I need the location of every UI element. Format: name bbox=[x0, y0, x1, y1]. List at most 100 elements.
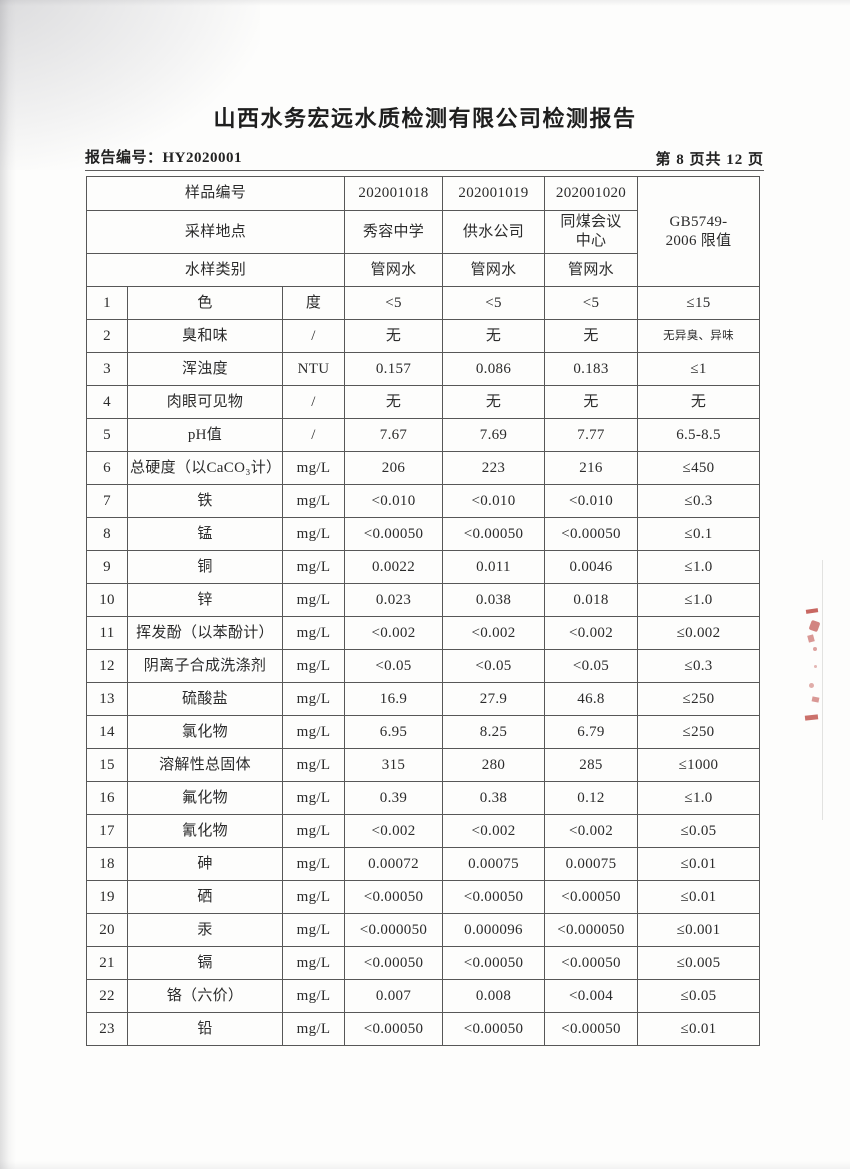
sample2-value: <0.00050 bbox=[442, 946, 545, 980]
scan-edge-shadow-bottom bbox=[0, 1161, 850, 1169]
sample2-value: 7.69 bbox=[442, 418, 545, 452]
param-name: 肉眼可见物 bbox=[127, 385, 283, 419]
sample1-value: <0.002 bbox=[344, 616, 443, 650]
sample2-value: 无 bbox=[442, 319, 545, 353]
param-unit: mg/L bbox=[282, 583, 345, 617]
limit-value: ≤0.01 bbox=[637, 847, 760, 881]
sample2-value: <0.010 bbox=[442, 484, 545, 518]
param-unit: / bbox=[282, 385, 345, 419]
sample2-value: <0.00050 bbox=[442, 1012, 545, 1046]
param-name: 硫酸盐 bbox=[127, 682, 283, 716]
sample1-value: <0.00050 bbox=[344, 946, 443, 980]
table-row: 12 阴离子合成洗涤剂 mg/L <0.05 <0.05 <0.05 ≤0.3 bbox=[86, 649, 760, 683]
sample1-value: <0.00050 bbox=[344, 517, 443, 551]
sample2-value: 280 bbox=[442, 748, 545, 782]
sample3-value: 285 bbox=[544, 748, 638, 782]
limit-value: 无异臭、异味 bbox=[637, 319, 760, 353]
sample2-value: <0.00050 bbox=[442, 880, 545, 914]
sample1-value: 6.95 bbox=[344, 715, 443, 749]
sample-id-3: 202001020 bbox=[544, 176, 638, 211]
param-name: 氟化物 bbox=[127, 781, 283, 815]
param-unit: mg/L bbox=[282, 715, 345, 749]
row-number: 22 bbox=[86, 979, 128, 1013]
table-row: 7 铁 mg/L <0.010 <0.010 <0.010 ≤0.3 bbox=[86, 484, 760, 518]
table-row: 19 硒 mg/L <0.00050 <0.00050 <0.00050 ≤0.01 bbox=[86, 880, 760, 914]
row-number: 18 bbox=[86, 847, 128, 881]
sample3-value: <0.000050 bbox=[544, 913, 638, 947]
page-indicator: 第 8 页共 12 页 bbox=[655, 152, 764, 168]
param-unit: mg/L bbox=[282, 979, 345, 1013]
param-name: 镉 bbox=[127, 946, 283, 980]
row-number: 6 bbox=[86, 451, 128, 485]
sample1-value: <5 bbox=[344, 286, 443, 320]
param-name: 锰 bbox=[127, 517, 283, 551]
header-label-sample-type: 水样类别 bbox=[86, 253, 345, 287]
sample2-value: 27.9 bbox=[442, 682, 545, 716]
limit-value: ≤1 bbox=[637, 352, 760, 386]
report-number-value: HY2020001 bbox=[162, 150, 243, 166]
sample1-value: 0.0022 bbox=[344, 550, 443, 584]
row-number: 3 bbox=[86, 352, 128, 386]
limit-value: ≤250 bbox=[637, 682, 760, 716]
sample1-value: 315 bbox=[344, 748, 443, 782]
limit-value: ≤0.005 bbox=[637, 946, 760, 980]
location-2: 供水公司 bbox=[442, 210, 545, 254]
sample3-value: 0.0046 bbox=[544, 550, 638, 584]
sample2-value: 0.011 bbox=[442, 550, 545, 584]
param-name: 铬（六价） bbox=[127, 979, 283, 1013]
limit-value: ≤0.3 bbox=[637, 484, 760, 518]
results-table: 样品编号 202001018 202001019 202001020 GB574… bbox=[86, 176, 760, 1046]
limit-value: ≤0.05 bbox=[637, 814, 760, 848]
param-unit: mg/L bbox=[282, 748, 345, 782]
limit-value: ≤450 bbox=[637, 451, 760, 485]
table-row: 6 总硬度（以CaCO₃计） mg/L 206 223 216 ≤450 bbox=[86, 451, 760, 485]
results-tbody: 1 色度 <5 <5 <5 ≤15 2 臭和味 / 无无无无异臭、异味 3 浑浊度 NTU 0.157 0.… bbox=[86, 286, 760, 1046]
param-name: 总硬度（以CaCO₃计） bbox=[127, 451, 283, 485]
red-seal-remnant bbox=[800, 605, 830, 745]
header-row-sample-id: 样品编号 202001018 202001019 202001020 GB574… bbox=[86, 176, 760, 287]
param-unit: mg/L bbox=[282, 616, 345, 650]
sample3-value: 46.8 bbox=[544, 682, 638, 716]
scan-crease-line bbox=[822, 560, 823, 820]
sample3-value: <0.004 bbox=[544, 979, 638, 1013]
param-unit: 度 bbox=[282, 286, 345, 320]
limit-value: ≤1.0 bbox=[637, 781, 760, 815]
param-unit: mg/L bbox=[282, 682, 345, 716]
sample3-value: 0.183 bbox=[544, 352, 638, 386]
sample3-value: <0.05 bbox=[544, 649, 638, 683]
row-number: 23 bbox=[86, 1012, 128, 1046]
param-unit: mg/L bbox=[282, 451, 345, 485]
sample3-value: <0.002 bbox=[544, 616, 638, 650]
sample2-value: 0.000096 bbox=[442, 913, 545, 947]
limit-value: ≤0.01 bbox=[637, 880, 760, 914]
sample3-value: <0.00050 bbox=[544, 517, 638, 551]
table-row: 17 氰化物 mg/L <0.002 <0.002 <0.002 ≤0.05 bbox=[86, 814, 760, 848]
sample3-value: <0.00050 bbox=[544, 946, 638, 980]
table-row: 22 铬（六价） mg/L 0.007 0.008 <0.004 ≤0.05 bbox=[86, 979, 760, 1013]
row-number: 1 bbox=[86, 286, 128, 320]
limit-value: ≤0.3 bbox=[637, 649, 760, 683]
sample1-value: 7.67 bbox=[344, 418, 443, 452]
limit-standard-header: GB5749- 2006 限值 bbox=[637, 176, 760, 287]
table-row: 9 铜 mg/L 0.0022 0.011 0.0046 ≤1.0 bbox=[86, 550, 760, 584]
limit-value: ≤250 bbox=[637, 715, 760, 749]
sample3-value: 无 bbox=[544, 319, 638, 353]
sample3-value: 0.018 bbox=[544, 583, 638, 617]
sample3-value: <0.002 bbox=[544, 814, 638, 848]
param-unit: NTU bbox=[282, 352, 345, 386]
table-row: 8 锰 mg/L <0.00050 <0.00050 <0.00050 ≤0.1 bbox=[86, 517, 760, 551]
table-row: 18 砷 mg/L 0.00072 0.00075 0.00075 ≤0.01 bbox=[86, 847, 760, 881]
row-number: 16 bbox=[86, 781, 128, 815]
sample-type-2: 管网水 bbox=[442, 253, 545, 287]
row-number: 2 bbox=[86, 319, 128, 353]
row-number: 10 bbox=[86, 583, 128, 617]
param-name: 铁 bbox=[127, 484, 283, 518]
param-unit: mg/L bbox=[282, 484, 345, 518]
param-unit: mg/L bbox=[282, 946, 345, 980]
report-number: 报告编号：HY2020001 bbox=[85, 146, 242, 167]
row-number: 20 bbox=[86, 913, 128, 947]
sample-type-3: 管网水 bbox=[544, 253, 638, 287]
sample2-value: 223 bbox=[442, 451, 545, 485]
sample2-value: 0.00075 bbox=[442, 847, 545, 881]
row-number: 11 bbox=[86, 616, 128, 650]
